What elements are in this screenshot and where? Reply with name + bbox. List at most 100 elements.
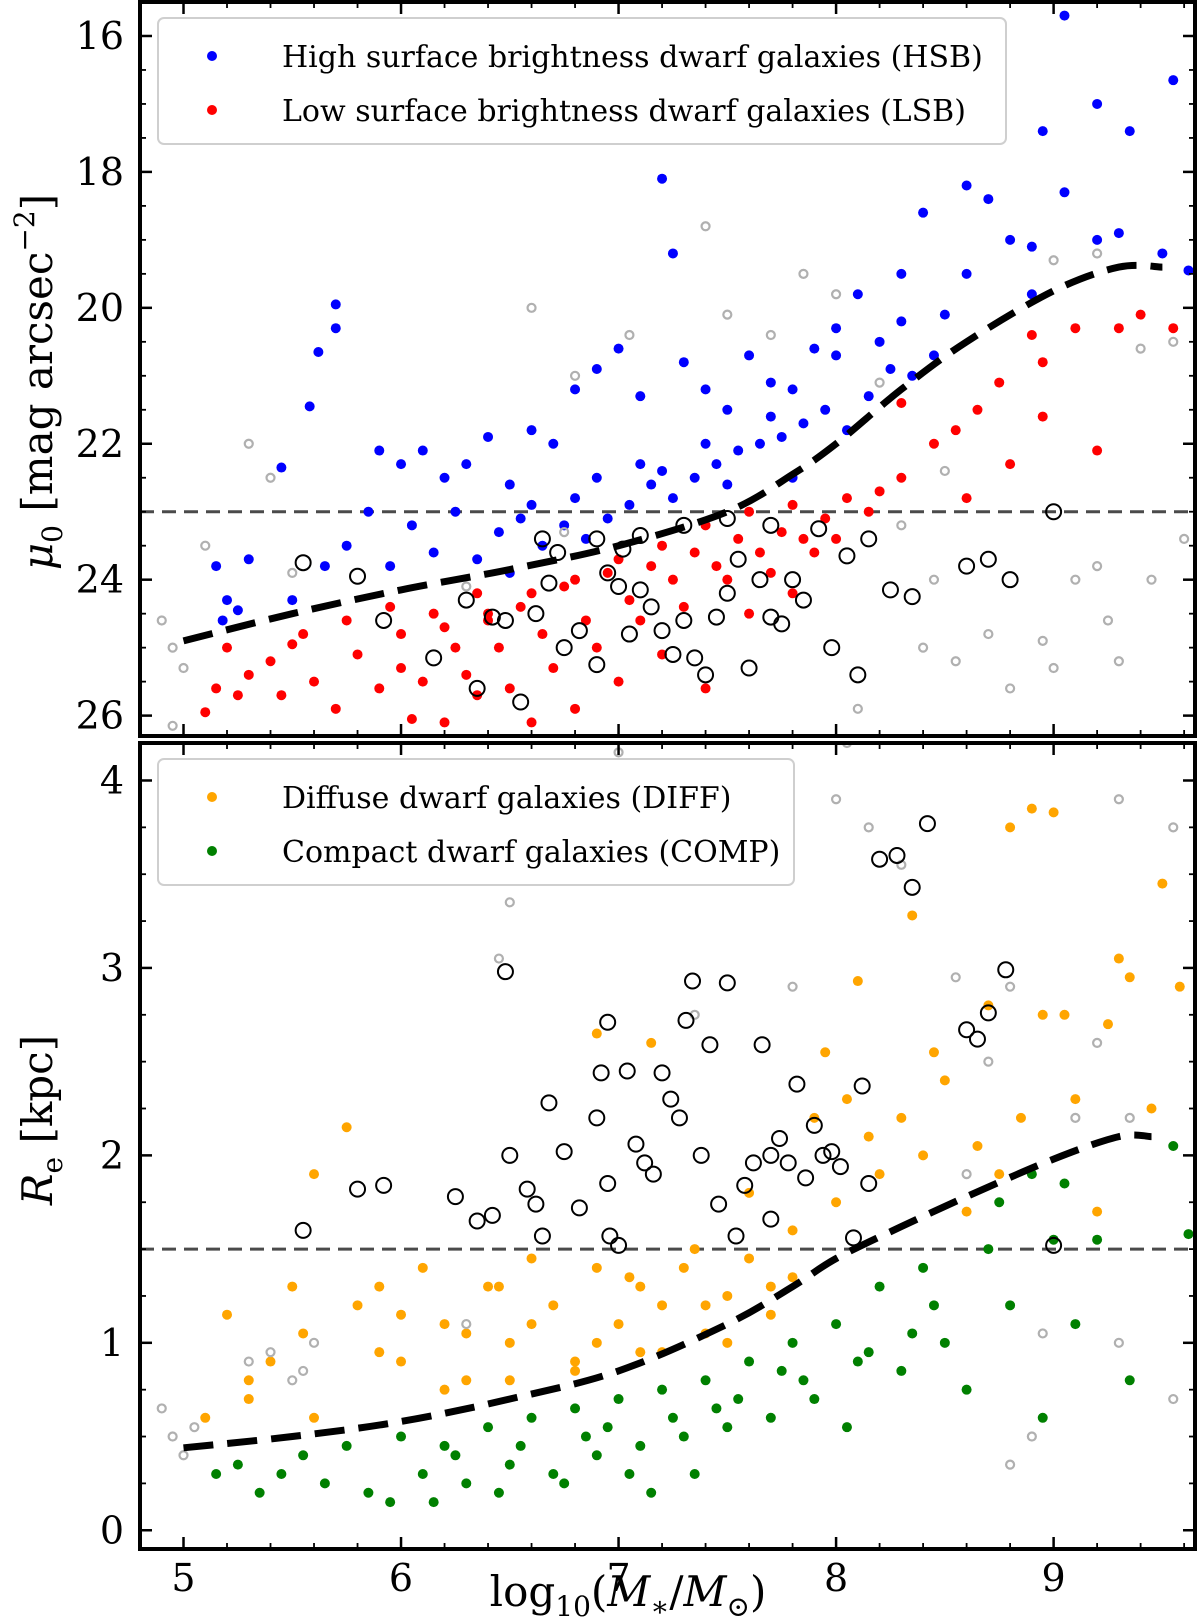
top-point-s3-11 xyxy=(555,639,573,657)
bottom-x-tick-label-5: 5 xyxy=(171,1556,195,1600)
bottom-point-s0-3 xyxy=(265,1356,276,1367)
bottom-point-s3-26 xyxy=(677,1011,695,1029)
top-point-s0-29 xyxy=(678,357,689,368)
bottom-point-s0-8 xyxy=(352,1300,363,1311)
top-point-s1-11 xyxy=(374,683,385,694)
top-point-s3-50 xyxy=(549,544,567,561)
bottom-point-s0-69 xyxy=(591,1337,602,1348)
top-point-s0-40 xyxy=(918,207,929,218)
bottom-point-s0-50 xyxy=(1124,972,1135,983)
top-point-s0-43 xyxy=(983,194,994,205)
bottom-point-s0-71 xyxy=(722,1290,733,1301)
top-point-s1-46 xyxy=(1070,323,1081,334)
top-point-s3-41 xyxy=(979,550,997,568)
top-point-s1-35 xyxy=(831,533,842,544)
top-point-s0-41 xyxy=(939,309,950,320)
bottom-point-s3-23 xyxy=(653,1064,671,1082)
top-point-s2-2 xyxy=(178,662,189,674)
top-point-s0-82 xyxy=(385,561,396,572)
bottom-legend-box xyxy=(157,758,795,886)
top-point-s1-14 xyxy=(417,676,428,687)
bottom-point-s3-44 xyxy=(831,1158,849,1176)
top-y-tick-label-22: 22 xyxy=(76,422,124,466)
top-point-s1-78 xyxy=(570,574,581,585)
top-point-s0-12 xyxy=(341,540,352,551)
bottom-point-s3-58 xyxy=(599,1174,617,1192)
top-point-s0-0 xyxy=(330,299,341,310)
bottom-point-s2-10 xyxy=(493,953,505,964)
top-point-s1-48 xyxy=(1135,309,1146,320)
top-point-s2-7 xyxy=(287,567,298,578)
top-point-s0-17 xyxy=(439,472,450,483)
top-point-s3-48 xyxy=(718,510,736,528)
bottom-point-s0-78 xyxy=(928,1047,939,1058)
top-point-s0-13 xyxy=(363,506,374,517)
bottom-point-s0-58 xyxy=(309,1412,320,1423)
bottom-point-s2-16 xyxy=(830,794,842,805)
top-point-s2-25 xyxy=(1092,560,1103,572)
bottom-point-s3-10 xyxy=(533,1227,551,1245)
bottom-point-s1-56 xyxy=(515,1440,526,1451)
bottom-legend: Diffuse dwarf galaxies (DIFF) Compact dw… xyxy=(157,758,795,886)
top-point-s1-10 xyxy=(352,649,363,660)
top-point-s1-51 xyxy=(896,397,907,408)
bottom-point-s0-43 xyxy=(1026,803,1037,814)
legend-marker-hsb xyxy=(207,51,217,61)
bottom-point-s2-30 xyxy=(1168,822,1179,833)
top-point-s1-44 xyxy=(1026,330,1037,341)
top-boundary-line xyxy=(182,261,1163,645)
bottom-point-s3-4 xyxy=(468,1212,486,1230)
bottom-point-s1-34 xyxy=(918,1262,929,1273)
top-point-s1-53 xyxy=(298,629,309,640)
top-point-s1-58 xyxy=(515,601,526,612)
bottom-point-s2-22 xyxy=(983,1056,994,1067)
top-point-s0-71 xyxy=(776,431,787,442)
top-point-s1-52 xyxy=(1092,445,1103,456)
top-point-s2-19 xyxy=(950,656,961,667)
top-y-tick-label-20: 20 xyxy=(76,286,124,330)
top-point-s0-85 xyxy=(700,438,711,449)
top-point-s2-29 xyxy=(1179,533,1190,545)
bottom-point-s0-54 xyxy=(591,1028,602,1039)
bottom-point-s0-6 xyxy=(309,1169,320,1180)
top-point-s1-16 xyxy=(450,642,461,653)
top-point-s2-34 xyxy=(1092,248,1103,259)
bottom-point-s1-54 xyxy=(689,1469,700,1480)
bottom-y-tick-label-4: 4 xyxy=(100,758,124,802)
bottom-point-s3-51 xyxy=(958,1021,976,1039)
top-point-s0-73 xyxy=(820,404,831,415)
bottom-point-s0-31 xyxy=(841,1094,852,1105)
bottom-point-s1-29 xyxy=(831,1319,842,1330)
bottom-point-s3-53 xyxy=(979,1004,997,1022)
bottom-point-s1-19 xyxy=(613,1394,624,1405)
top-point-s1-61 xyxy=(646,561,657,572)
bottom-point-s1-27 xyxy=(787,1337,798,1348)
top-point-s3-1 xyxy=(349,567,367,585)
bottom-point-s2-17 xyxy=(841,743,853,749)
top-point-s1-65 xyxy=(820,513,831,524)
bottom-point-s1-7 xyxy=(363,1487,374,1498)
top-point-s0-1 xyxy=(330,323,341,334)
bottom-point-s3-13 xyxy=(570,1199,588,1217)
top-point-s1-33 xyxy=(787,588,798,599)
bottom-point-s0-47 xyxy=(1070,1094,1081,1105)
top-point-s1-15 xyxy=(439,717,450,728)
bottom-point-s1-59 xyxy=(733,1394,744,1405)
top-point-s1-17 xyxy=(461,669,472,680)
top-point-s0-3 xyxy=(304,401,315,412)
bottom-point-s0-73 xyxy=(493,1281,504,1292)
top-point-s1-32 xyxy=(765,567,776,578)
top-point-s3-30 xyxy=(773,615,791,633)
top-plot-frame xyxy=(138,0,1197,738)
top-point-s1-12 xyxy=(396,663,407,674)
bottom-point-s1-36 xyxy=(961,1384,972,1395)
bottom-point-s0-63 xyxy=(635,1347,646,1358)
top-point-s2-30 xyxy=(1102,615,1114,626)
top-point-s3-21 xyxy=(675,611,693,629)
top-point-s1-64 xyxy=(776,527,787,538)
top-point-s1-29 xyxy=(700,683,711,694)
top-point-s0-2 xyxy=(313,347,324,358)
bottom-point-s2-7 xyxy=(298,1365,309,1377)
top-point-s0-70 xyxy=(754,438,765,449)
bottom-point-s1-6 xyxy=(341,1440,352,1451)
